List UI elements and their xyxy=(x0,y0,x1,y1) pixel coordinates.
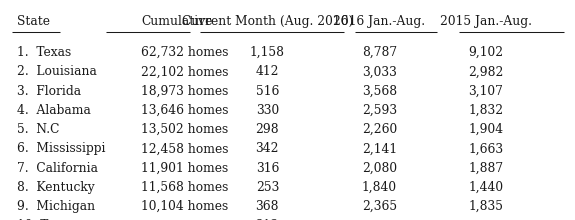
Text: 12,458 homes: 12,458 homes xyxy=(141,143,228,156)
Text: 2015 Jan.-Aug.: 2015 Jan.-Aug. xyxy=(440,15,532,28)
Text: 18,973 homes: 18,973 homes xyxy=(141,85,228,98)
Text: 2,141: 2,141 xyxy=(362,143,397,156)
Text: 3,107: 3,107 xyxy=(469,85,503,98)
Text: 2016 Jan.-Aug.: 2016 Jan.-Aug. xyxy=(334,15,426,28)
Text: 10,104 homes: 10,104 homes xyxy=(141,200,228,213)
Text: 1.  Texas: 1. Texas xyxy=(17,46,71,59)
Text: 1,835: 1,835 xyxy=(469,200,503,213)
Text: 6.  Mississippi: 6. Mississippi xyxy=(17,143,106,156)
Text: 8,787: 8,787 xyxy=(362,46,397,59)
Text: 298: 298 xyxy=(255,123,279,136)
Text: 1,887: 1,887 xyxy=(468,162,504,175)
Text: 2,260: 2,260 xyxy=(362,123,397,136)
Text: 2,365: 2,365 xyxy=(362,200,397,213)
Text: 9,102: 9,102 xyxy=(468,46,504,59)
Text: 5.  N.C: 5. N.C xyxy=(17,123,60,136)
Text: 2,080: 2,080 xyxy=(362,162,397,175)
Text: 3,568: 3,568 xyxy=(362,85,397,98)
Text: Current Month (Aug. 2016): Current Month (Aug. 2016) xyxy=(182,15,353,28)
Text: 8.  Kentucky: 8. Kentucky xyxy=(17,181,95,194)
Text: 11,568 homes: 11,568 homes xyxy=(141,181,228,194)
Text: 13,646 homes: 13,646 homes xyxy=(141,104,228,117)
Text: 9.  Michigan: 9. Michigan xyxy=(17,200,95,213)
Text: 330: 330 xyxy=(256,104,279,117)
Text: 1,832: 1,832 xyxy=(468,104,504,117)
Text: 4.  Alabama: 4. Alabama xyxy=(17,104,91,117)
Text: 316: 316 xyxy=(256,162,279,175)
Text: 342: 342 xyxy=(256,143,279,156)
Text: 3,033: 3,033 xyxy=(362,66,397,79)
Text: 2.  Louisiana: 2. Louisiana xyxy=(17,66,97,79)
Text: 13,502 homes: 13,502 homes xyxy=(141,123,228,136)
Text: 368: 368 xyxy=(256,200,279,213)
Text: 2,982: 2,982 xyxy=(468,66,504,79)
Text: Cumulative: Cumulative xyxy=(141,15,212,28)
Text: 516: 516 xyxy=(256,85,279,98)
Text: 2,593: 2,593 xyxy=(362,104,397,117)
Text: 1,840: 1,840 xyxy=(362,181,397,194)
Text: 253: 253 xyxy=(256,181,279,194)
Text: 11,901 homes: 11,901 homes xyxy=(141,162,228,175)
Text: 1,158: 1,158 xyxy=(250,46,285,59)
Text: 412: 412 xyxy=(256,66,279,79)
Text: 3.  Florida: 3. Florida xyxy=(17,85,82,98)
Text: 22,102 homes: 22,102 homes xyxy=(141,66,228,79)
Text: 62,732 homes: 62,732 homes xyxy=(141,46,228,59)
Text: 1,904: 1,904 xyxy=(468,123,504,136)
Text: 1,440: 1,440 xyxy=(468,181,504,194)
Text: State: State xyxy=(17,15,50,28)
Text: 7.  California: 7. California xyxy=(17,162,98,175)
Text: 1,663: 1,663 xyxy=(468,143,504,156)
